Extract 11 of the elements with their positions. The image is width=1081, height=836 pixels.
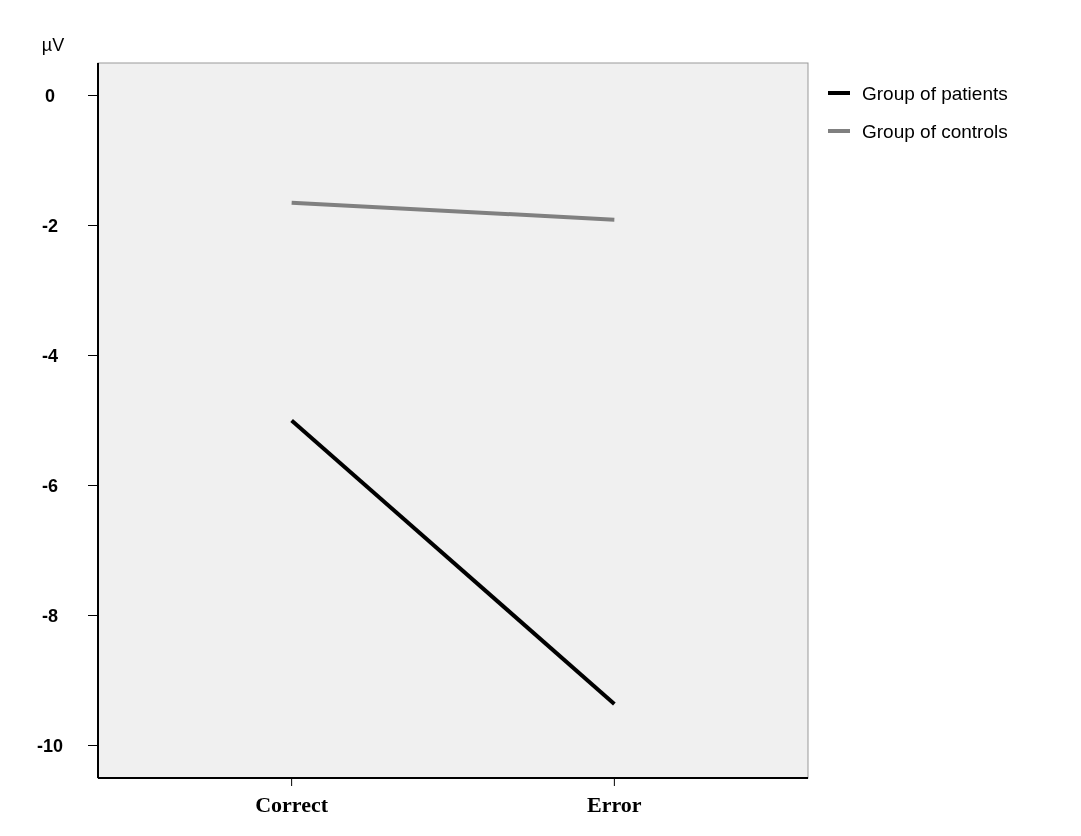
x-tick-label: Correct	[255, 792, 329, 817]
x-tick-label: Error	[587, 792, 642, 817]
y-axis-title: µV	[41, 35, 65, 55]
y-tick-label: -6	[41, 475, 59, 496]
y-tick-label: 0	[44, 85, 56, 106]
legend-label: Group of patients	[862, 82, 1008, 104]
y-tick-label: -8	[41, 605, 59, 626]
y-tick-label: -4	[41, 345, 59, 366]
y-tick-label: -2	[41, 215, 59, 236]
legend-label: Group of controls	[862, 120, 1008, 142]
y-tick-label: -10	[36, 735, 64, 756]
